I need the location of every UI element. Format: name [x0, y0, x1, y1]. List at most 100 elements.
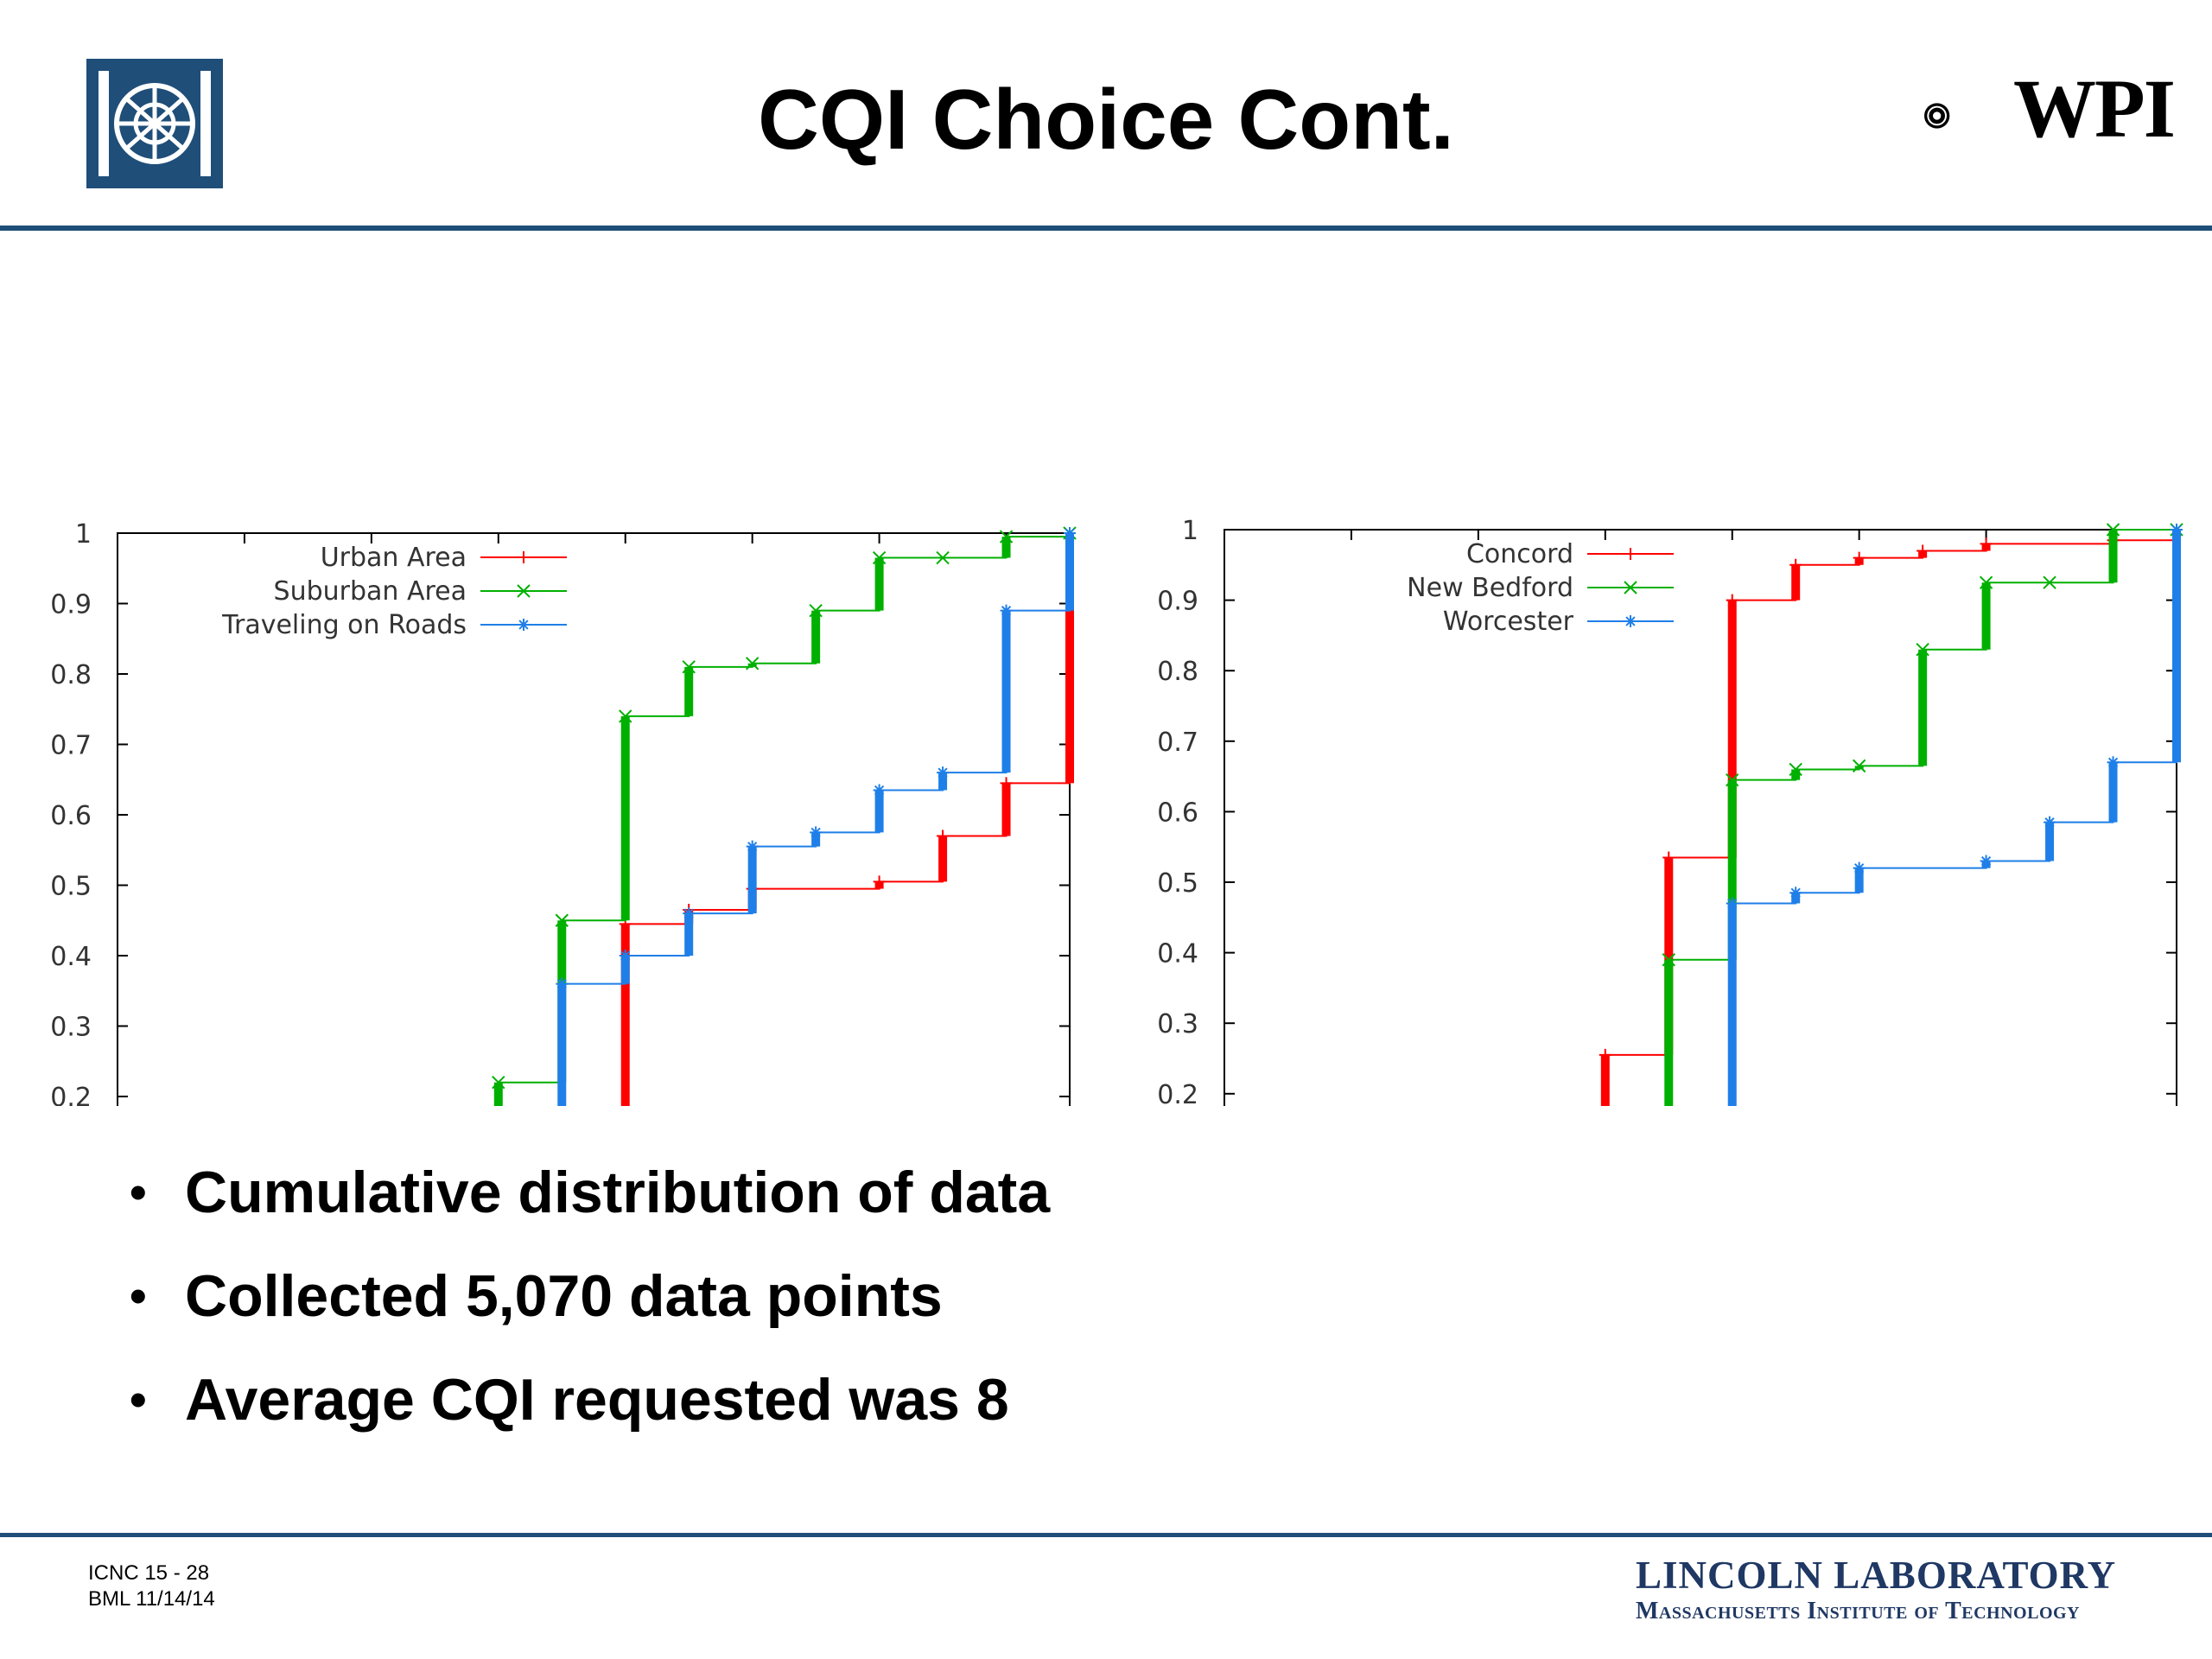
mit-name: Massachusetts Institute of Technology	[1636, 1598, 2080, 1624]
legend-label: New Bedford	[1407, 573, 1573, 603]
data-point	[2106, 523, 2120, 537]
legend-entry: Concord	[1466, 539, 1674, 569]
series-2	[556, 527, 1076, 1106]
footer-slide-number: ICNC 15 - 28	[88, 1561, 210, 1585]
data-point	[1916, 544, 1929, 557]
legend-entry: Suburban Area	[274, 576, 567, 607]
data-point	[872, 550, 887, 565]
y-tick-label: 0.4	[50, 942, 92, 972]
y-tick-label: 0.8	[1157, 657, 1198, 687]
data-point	[746, 840, 759, 853]
legend-marker	[1624, 581, 1637, 594]
data-point	[1789, 762, 1802, 777]
footer-rule	[0, 1533, 2212, 1537]
bullet-list: • Cumulative distribution of data • Collec…	[130, 1141, 1050, 1452]
legend-label: Urban Area	[321, 543, 467, 573]
legend-marker	[517, 584, 531, 598]
data-point	[1980, 537, 1993, 550]
y-tick-label: 0.2	[1157, 1080, 1198, 1106]
data-point	[873, 784, 886, 797]
data-point	[1980, 855, 1993, 868]
legend-marker	[518, 551, 530, 563]
data-point	[1000, 777, 1013, 790]
lincoln-lab-footer-logo: LINCOLN LABORATORY Massachusetts Institu…	[1636, 1554, 2116, 1626]
y-tick-label: 0.6	[1157, 798, 1198, 828]
y-tick-label: 0.3	[1157, 1009, 1198, 1039]
data-point	[2171, 524, 2183, 536]
data-point	[1662, 953, 1675, 967]
data-point	[1726, 772, 1739, 787]
data-point	[2107, 756, 2120, 769]
chart-right: 00.10.20.30.40.50.60.70.80.9102468101214…	[1157, 516, 2183, 1106]
y-tick-label: 0.5	[50, 872, 92, 902]
data-point	[619, 709, 632, 723]
data-point	[492, 1075, 505, 1090]
data-point	[619, 950, 632, 962]
slide-title: CQI Choice Cont.	[758, 72, 1454, 167]
header-rule	[0, 226, 2212, 231]
bullet-text: Average CQI requested was 8	[185, 1367, 1009, 1433]
y-tick-label: 0.5	[1157, 868, 1198, 899]
bullet-text: Cumulative distribution of data	[185, 1160, 1051, 1225]
y-tick-label: 0.7	[50, 731, 92, 761]
bullet-text: Collected 5,070 data points	[185, 1263, 943, 1329]
series-line	[1731, 530, 2177, 1106]
data-point	[1000, 604, 1013, 617]
series-2	[1726, 524, 2183, 1106]
data-point	[2044, 816, 2056, 829]
legend-label: Suburban Area	[274, 576, 467, 607]
data-point	[1726, 897, 1738, 910]
data-point	[745, 657, 760, 671]
y-tick-label: 0.3	[50, 1013, 92, 1043]
series-0	[619, 527, 1076, 1106]
series-line	[561, 533, 1071, 1106]
series-1	[1662, 523, 2183, 1106]
series-line	[624, 533, 1071, 1106]
bullet-dot: •	[130, 1165, 147, 1219]
mit-lincoln-lab-logo-icon	[86, 59, 223, 188]
data-point	[1599, 1048, 1611, 1061]
legend-entry: New Bedford	[1407, 573, 1674, 603]
data-point	[1064, 527, 1076, 539]
data-point	[1979, 575, 1993, 589]
data-point	[1726, 594, 1738, 607]
data-point	[1789, 558, 1802, 571]
y-tick-label: 0.7	[1157, 728, 1198, 758]
series-line	[1668, 529, 2177, 1106]
plot-frame	[1224, 529, 2177, 1106]
data-point	[937, 766, 950, 779]
lincoln-lab-name: LINCOLN LABORATORY	[1636, 1554, 2117, 1597]
y-tick-label: 0.9	[1157, 587, 1198, 617]
legend-entry: Urban Area	[321, 543, 567, 573]
legend-entry: Traveling on Roads	[221, 610, 567, 640]
bullet-dot: •	[130, 1268, 147, 1323]
legend-marker	[518, 619, 530, 631]
y-tick-label: 0.8	[50, 660, 92, 690]
y-tick-label: 0.9	[50, 590, 92, 620]
data-point	[873, 875, 886, 888]
data-point	[1916, 643, 1929, 657]
legend-marker	[1624, 615, 1637, 627]
data-point	[1662, 851, 1675, 864]
data-point	[1853, 551, 1866, 564]
data-point	[999, 530, 1014, 543]
data-point	[810, 826, 823, 839]
y-tick-label: 1	[1182, 516, 1198, 546]
data-point	[556, 977, 569, 990]
legend-marker	[1624, 548, 1637, 560]
data-point	[1789, 887, 1802, 899]
data-point	[2043, 575, 2056, 589]
legend-label: Concord	[1466, 539, 1573, 569]
y-tick-label: 0.4	[1157, 939, 1198, 969]
footer-slide-info: ICNC 15 - 28 BML 11/14/14	[88, 1560, 215, 1612]
bullet-item: • Average CQI requested was 8	[130, 1348, 1050, 1452]
data-point	[683, 907, 696, 920]
y-tick-label: 0.6	[50, 801, 92, 831]
data-point	[682, 660, 696, 674]
data-point	[936, 550, 950, 565]
data-point	[809, 603, 823, 618]
y-tick-label: 0.2	[50, 1083, 92, 1106]
wpi-logo-text: WPI	[2013, 62, 2176, 155]
footer-date: BML 11/14/14	[88, 1587, 215, 1611]
data-point	[1852, 759, 1866, 773]
